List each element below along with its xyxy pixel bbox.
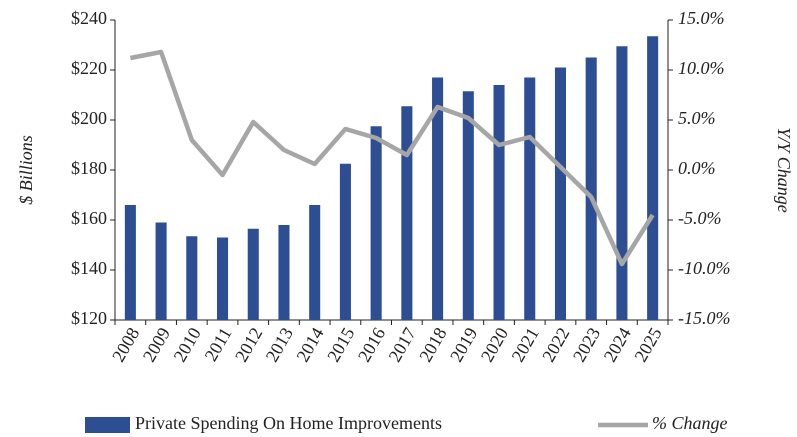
y-tick-label: $160 xyxy=(71,208,107,228)
bar xyxy=(339,163,351,320)
bar xyxy=(155,222,167,320)
bar xyxy=(216,237,229,320)
bar xyxy=(585,57,597,320)
x-tick-label: 2010 xyxy=(170,324,205,365)
x-tick-label: 2016 xyxy=(354,324,389,365)
bar xyxy=(493,85,505,320)
x-tick-label: 2015 xyxy=(323,324,358,365)
x-tick-label: 2017 xyxy=(385,324,420,365)
bar xyxy=(616,46,628,320)
x-tick-label: 2025 xyxy=(630,324,665,365)
x-tick-label: 2020 xyxy=(477,324,512,365)
bar xyxy=(278,225,290,320)
y-tick-label: $200 xyxy=(71,108,107,128)
x-tick-label: 2013 xyxy=(262,324,297,365)
y2-tick-label: 10.0% xyxy=(678,58,725,78)
x-tick-label: 2009 xyxy=(139,324,174,365)
y2-tick-label: 5.0% xyxy=(678,108,716,128)
x-tick-label: 2024 xyxy=(600,324,635,365)
x-tick-label: 2012 xyxy=(231,324,266,365)
x-tick-label: 2018 xyxy=(415,324,450,365)
y2-axis-label: Y/Y Change xyxy=(774,127,794,213)
y-tick-label: $180 xyxy=(71,158,107,178)
y-tick-label: $120 xyxy=(71,308,107,328)
bar xyxy=(401,106,413,320)
y2-tick-label: -10.0% xyxy=(678,258,731,278)
y2-tick-label: 15.0% xyxy=(678,8,725,28)
y-tick-label: $240 xyxy=(71,8,107,28)
y2-tick-label: -5.0% xyxy=(678,208,722,228)
y2-tick-label: -15.0% xyxy=(678,308,731,328)
bar xyxy=(124,205,136,320)
bar xyxy=(186,236,198,320)
bar xyxy=(432,77,444,320)
bar xyxy=(370,126,382,320)
x-tick-label: 2022 xyxy=(538,324,573,365)
x-tick-label: 2014 xyxy=(292,324,327,365)
bar xyxy=(554,67,567,320)
y2-tick-label: 0.0% xyxy=(678,158,716,178)
y-tick-label: $220 xyxy=(71,58,107,78)
legend-label: % Change xyxy=(652,413,728,433)
line-series xyxy=(129,49,655,267)
x-tick-label: 2023 xyxy=(569,324,604,365)
x-tick-label: 2008 xyxy=(108,324,143,365)
legend-swatch xyxy=(85,417,130,433)
y-axis-label: $ Billions xyxy=(16,135,36,205)
bar xyxy=(462,91,474,320)
x-tick-label: 2021 xyxy=(507,324,542,365)
bar xyxy=(647,36,659,320)
x-tick-label: 2019 xyxy=(446,324,481,365)
x-tick-label: 2011 xyxy=(201,324,236,365)
legend-label: Private Spending On Home Improvements xyxy=(135,413,442,433)
bar xyxy=(247,228,259,320)
bar xyxy=(309,205,321,320)
bar xyxy=(524,77,536,320)
y-tick-label: $140 xyxy=(71,258,107,278)
